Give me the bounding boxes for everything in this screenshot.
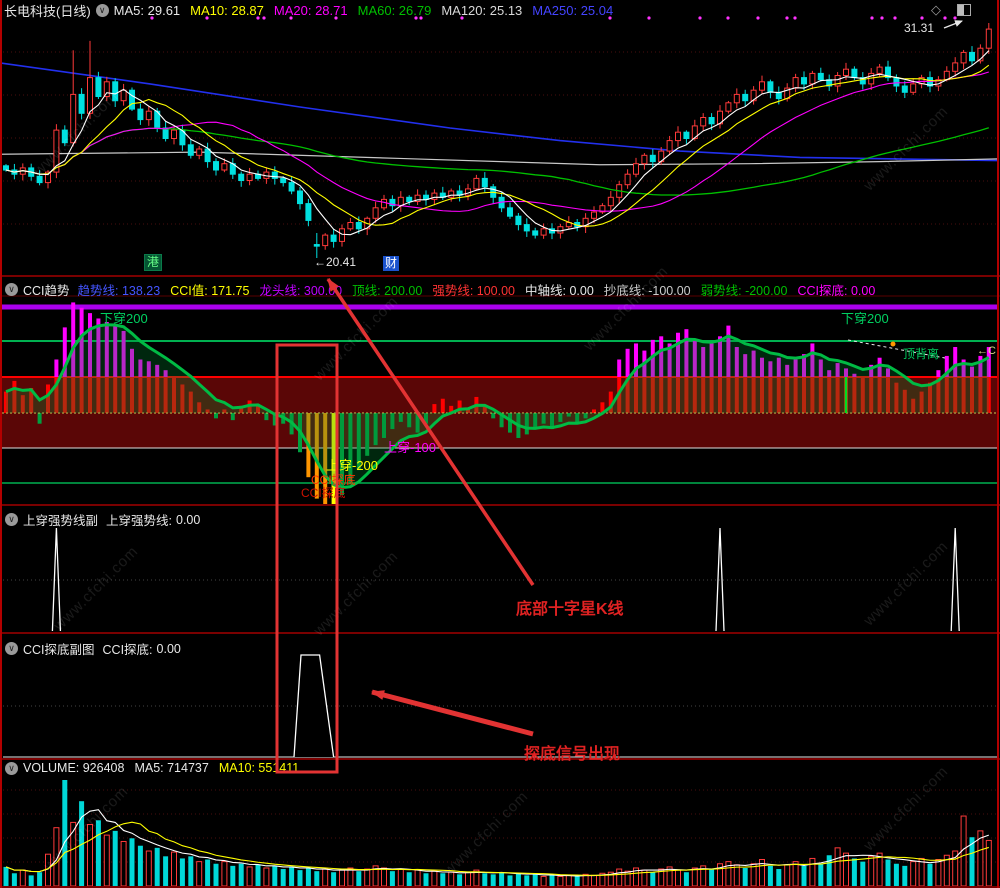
volume-panel-header: ∨ VOLUME: 926408 MA5: 714737 MA10: 551411 — [0, 761, 309, 775]
cci-values-row: 趋势线: 138.23 CCI值: 171.75 龙头线: 300.00 顶线: 20… — [78, 280, 886, 299]
value-token: CCI探底: 0.00 — [797, 284, 876, 298]
panel4-field-label: CCI探底: — [102, 643, 153, 657]
cci-panel-title: CCI趋势 — [23, 284, 70, 298]
annotation-text-doji: 底部十字星K线 — [516, 601, 624, 618]
half-square-icon[interactable] — [957, 4, 971, 16]
panel3-field-label: 上穿强势线: — [106, 514, 172, 528]
value-token: MA5: 29.61 — [113, 2, 181, 18]
value-token: MA60: 26.79 — [357, 2, 432, 18]
volume-panel[interactable] — [3, 780, 997, 887]
value-token: 顶线: 200.00 — [352, 284, 423, 298]
chevron-down-icon[interactable]: ∨ — [5, 513, 18, 526]
annotation-text-signal: 探底信号出现 — [524, 746, 621, 763]
signal-panel[interactable] — [3, 527, 997, 632]
main-chart-header: 长电科技(日线) ∨ MA5: 29.61 MA10: 28.87 MA20: 28… — [0, 0, 1000, 20]
panel3-field-value: 0.00 — [176, 512, 201, 527]
value-token: 趋势线: 138.23 — [77, 284, 161, 298]
event-marker-cai[interactable]: 财 — [383, 256, 399, 271]
cci-label-right-edge: ←C — [977, 345, 996, 357]
value-token: MA120: 25.13 — [441, 2, 523, 18]
tandi-panel[interactable] — [3, 654, 997, 758]
panel3-title: 上穿强势线副 — [23, 514, 99, 528]
value-token: 龙头线: 300.00 — [259, 284, 343, 298]
event-marker-gang[interactable]: 港 — [144, 254, 162, 271]
panel4-header: ∨ CCI探底副图 CCI探底: 0.00 — [0, 639, 189, 658]
panel4-title: CCI探底副图 — [23, 643, 95, 657]
value-token: VOLUME: 926408 — [23, 761, 125, 775]
chevron-down-icon[interactable]: ∨ — [95, 3, 109, 17]
main-chart[interactable] — [0, 16, 1000, 258]
value-token: MA10: 28.87 — [190, 2, 264, 18]
panel3-header: ∨ 上穿强势线副 上穿强势线: 0.00 — [0, 510, 208, 529]
cci-panel[interactable] — [2, 302, 998, 504]
cci-label-up200: 上穿-200 — [326, 458, 379, 473]
value-token: 强势线: 100.00 — [432, 284, 515, 298]
low-price-label: ←20.41 — [314, 255, 357, 269]
high-price-label: 31.31 — [904, 21, 935, 35]
value-token: 弱势线: -200.00 — [700, 284, 788, 298]
stock-title: 长电科技(日线) — [4, 3, 91, 19]
cci-label-divergence: 顶背离 — [903, 347, 940, 361]
value-token: MA5: 714737 — [134, 761, 209, 775]
cci-panel-header: ∨ CCI趋势 趋势线: 138.23 CCI值: 171.75 龙头线: 300.… — [0, 280, 885, 299]
cci-label-tandi-1: CCI探底 — [311, 473, 356, 487]
cci-label-down200-right: 下穿200 — [841, 311, 889, 326]
value-token: CCI值: 171.75 — [170, 284, 250, 298]
cci-label-tandi-2: CCI探底 — [301, 486, 346, 500]
value-token: MA10: 551411 — [218, 761, 300, 775]
value-token: 抄底线: -100.00 — [603, 284, 691, 298]
chevron-down-icon[interactable]: ∨ — [5, 642, 18, 655]
ma-values-row: MA5: 29.61 MA10: 28.87 MA20: 28.71 MA60: 26… — [114, 3, 624, 18]
volume-values-row: VOLUME: 926408 MA5: 714737 MA10: 551411 — [23, 761, 309, 775]
cci-label-down200-left: 下穿200 — [100, 311, 148, 326]
chevron-down-icon[interactable]: ∨ — [5, 761, 18, 775]
value-token: MA20: 28.71 — [273, 2, 348, 18]
cci-label-up100: 上穿-100 — [384, 440, 437, 455]
value-token: 中轴线: 0.00 — [525, 284, 594, 298]
chevron-down-icon[interactable]: ∨ — [5, 283, 18, 296]
diamond-icon[interactable]: ◇ — [931, 2, 941, 17]
value-token: MA250: 25.04 — [532, 2, 614, 18]
panel4-field-value: 0.00 — [156, 641, 181, 656]
